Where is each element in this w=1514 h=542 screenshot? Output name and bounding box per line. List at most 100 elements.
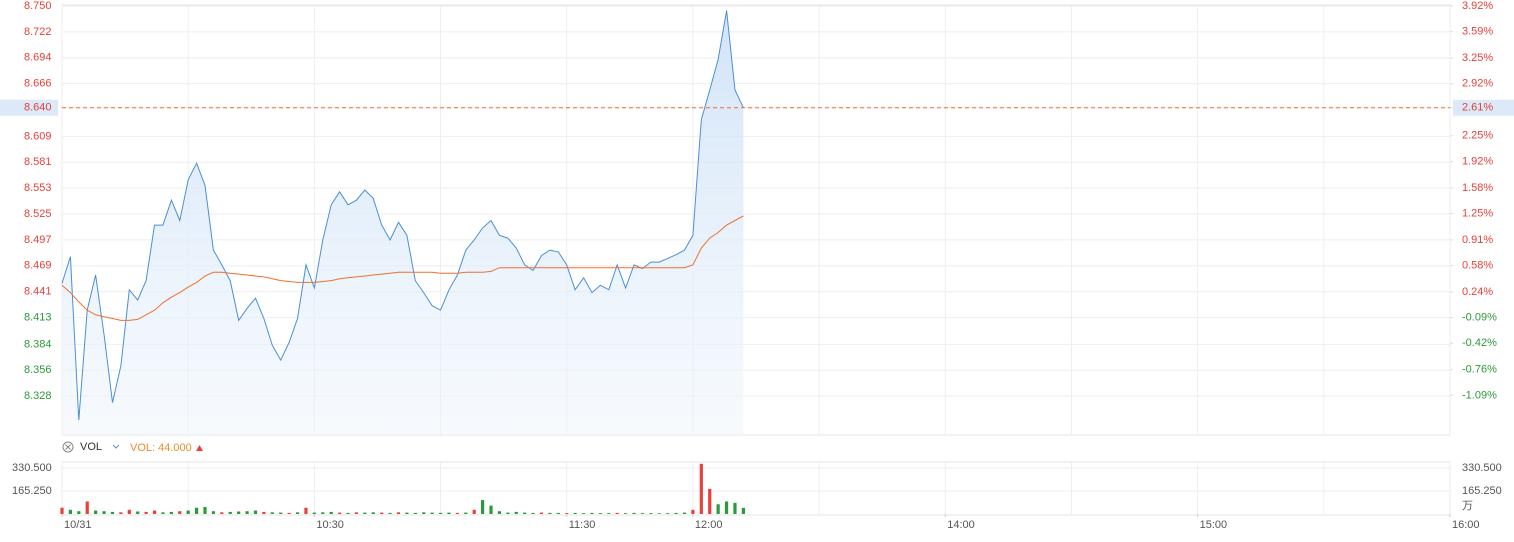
volume-bar xyxy=(565,513,569,514)
y2-tick-label: 1.58% xyxy=(1462,182,1493,194)
x-tick-label: 15:00 xyxy=(1200,519,1228,531)
y2-tick-label: 2.61% xyxy=(1462,102,1493,114)
y2-tick-label: 3.59% xyxy=(1462,26,1493,38)
volume-bar xyxy=(708,488,712,514)
volume-bar xyxy=(438,512,443,514)
volume-bar xyxy=(363,512,367,514)
price-area xyxy=(62,10,744,435)
volume-bar xyxy=(270,512,274,514)
x-tick-label: 14:00 xyxy=(947,519,975,531)
volume-bar xyxy=(699,463,703,514)
y-tick-label: 8.525 xyxy=(24,208,52,220)
volume-bar xyxy=(430,512,434,514)
volume-bar xyxy=(590,512,594,514)
volume-bar xyxy=(253,510,258,514)
volume-bar xyxy=(464,512,468,514)
volume-bar xyxy=(279,512,283,514)
volume-bar xyxy=(640,513,645,514)
volume-bar xyxy=(77,511,81,514)
volume-bar xyxy=(489,505,493,514)
volume-bar xyxy=(329,511,333,514)
volume-bar xyxy=(666,513,670,514)
volume-bar xyxy=(127,509,131,514)
price-line xyxy=(61,10,744,421)
volume-bar xyxy=(110,511,115,514)
y-tick-label: 8.750 xyxy=(24,0,52,12)
volume-bar xyxy=(68,509,73,514)
y-tick-label: 8.553 xyxy=(24,182,52,194)
y-tick-label: 165.250 xyxy=(12,485,52,497)
volume-bar xyxy=(422,512,426,514)
volume-bar xyxy=(194,507,199,514)
y2-tick-label: -0.09% xyxy=(1462,312,1497,324)
y2-tick-label: 0.58% xyxy=(1462,259,1493,271)
volume-bar xyxy=(262,511,266,514)
volume-bar xyxy=(102,511,106,514)
x-tick-label: 10/31 xyxy=(64,519,92,531)
volume-bar xyxy=(220,512,224,514)
indicator-header: VOL VOL: 44.000 xyxy=(62,441,203,454)
volume-bar xyxy=(413,512,417,514)
volume-bar xyxy=(169,511,173,514)
volume-bar xyxy=(531,512,535,514)
y-tick-label: 8.413 xyxy=(24,311,52,323)
volume-bar xyxy=(161,512,165,514)
volume-bar xyxy=(396,512,401,514)
volume-bar xyxy=(211,511,216,514)
volume-bar xyxy=(556,512,560,514)
volume-bar xyxy=(733,502,737,514)
indicator-value: VOL: 44.000 xyxy=(130,442,192,454)
volume-bar xyxy=(85,501,89,514)
y-tick-label: 8.694 xyxy=(24,52,52,64)
volume-bar xyxy=(624,513,628,514)
volume-bar xyxy=(598,513,602,514)
volume-bar xyxy=(380,512,384,514)
y-tick-label: 8.384 xyxy=(24,338,52,350)
volume-bar xyxy=(481,500,485,514)
volume-bar xyxy=(506,512,510,514)
volume-bar xyxy=(472,509,476,514)
volume-bar xyxy=(60,507,64,514)
volume-bar xyxy=(237,511,241,514)
y-tick-label: 330.500 xyxy=(12,462,52,474)
current-price-bg xyxy=(0,99,58,116)
volume-bar xyxy=(724,501,729,514)
volume-bar xyxy=(716,504,720,514)
volume-bar xyxy=(539,512,544,514)
volume-bar xyxy=(94,510,98,514)
volume-bar xyxy=(607,513,611,514)
x-tick-label: 10:30 xyxy=(316,519,344,531)
volume-bar xyxy=(523,512,527,514)
dropdown-chevron[interactable] xyxy=(112,444,120,449)
y2-tick-label: -1.09% xyxy=(1462,389,1497,401)
x-tick-label: 16:00 xyxy=(1452,519,1480,531)
y2-tick-label: 330.500 xyxy=(1462,462,1502,474)
volume-bar xyxy=(186,510,190,514)
y2-tick-label: -0.42% xyxy=(1462,337,1497,349)
volume-bar xyxy=(354,512,359,514)
y-tick-label: 8.441 xyxy=(24,286,52,298)
y2-tick-label: -0.76% xyxy=(1462,364,1497,376)
volume-bar xyxy=(228,511,232,514)
unit-label: 万 xyxy=(1462,500,1473,512)
volume-bar xyxy=(136,511,140,514)
y2-tick-label: 0.91% xyxy=(1462,234,1493,246)
volume-bar xyxy=(548,512,552,514)
y2-tick-label: 2.92% xyxy=(1462,78,1493,90)
volume-bar xyxy=(455,512,459,514)
volume-bar xyxy=(649,513,653,514)
volume-bar xyxy=(152,510,157,514)
average-line xyxy=(61,215,744,321)
volume-border xyxy=(61,461,1451,516)
volume-bar xyxy=(447,512,451,514)
y2-tick-label: 1.25% xyxy=(1462,207,1493,219)
indicator-name[interactable]: VOL xyxy=(80,441,102,453)
close-icon[interactable] xyxy=(62,441,74,453)
volume-bar xyxy=(321,512,325,514)
volume-bar xyxy=(632,512,636,514)
volume-bar xyxy=(178,511,182,514)
volume-bar xyxy=(245,511,249,514)
y-tick-label: 8.640 xyxy=(24,102,52,114)
volume-bar xyxy=(573,512,577,514)
